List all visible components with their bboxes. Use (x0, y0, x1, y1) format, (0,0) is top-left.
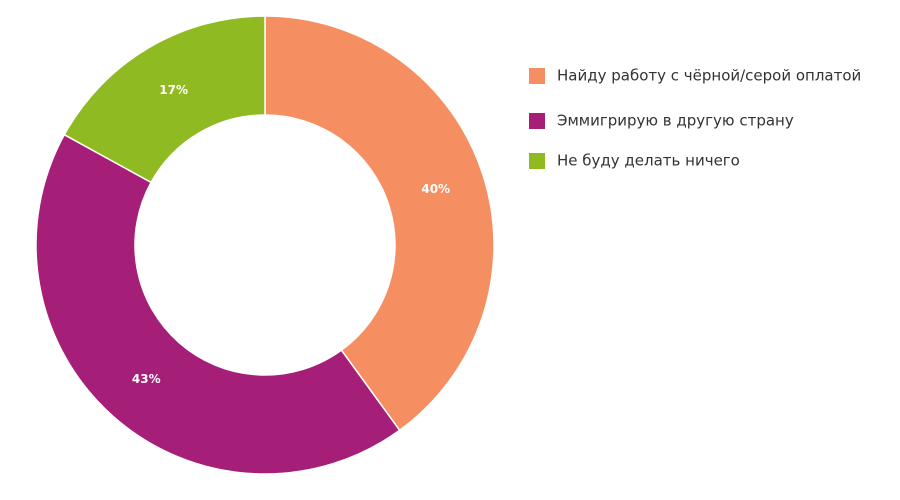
donut-segment (63, 15, 266, 184)
donut-segment (264, 15, 495, 432)
value-label: 43% (132, 372, 161, 386)
legend-swatch (529, 113, 545, 129)
legend-label: Эммигрирую в другую страну (557, 112, 794, 130)
legend-label: Найду работу с чёрной/серой оплатой (557, 67, 861, 85)
value-label: 17% (159, 83, 188, 97)
legend-label: Не буду делать ничего (557, 152, 740, 170)
value-label: 40% (421, 182, 450, 196)
legend-swatch (529, 153, 545, 169)
donut-segment (35, 133, 401, 475)
legend-swatch (529, 68, 545, 84)
